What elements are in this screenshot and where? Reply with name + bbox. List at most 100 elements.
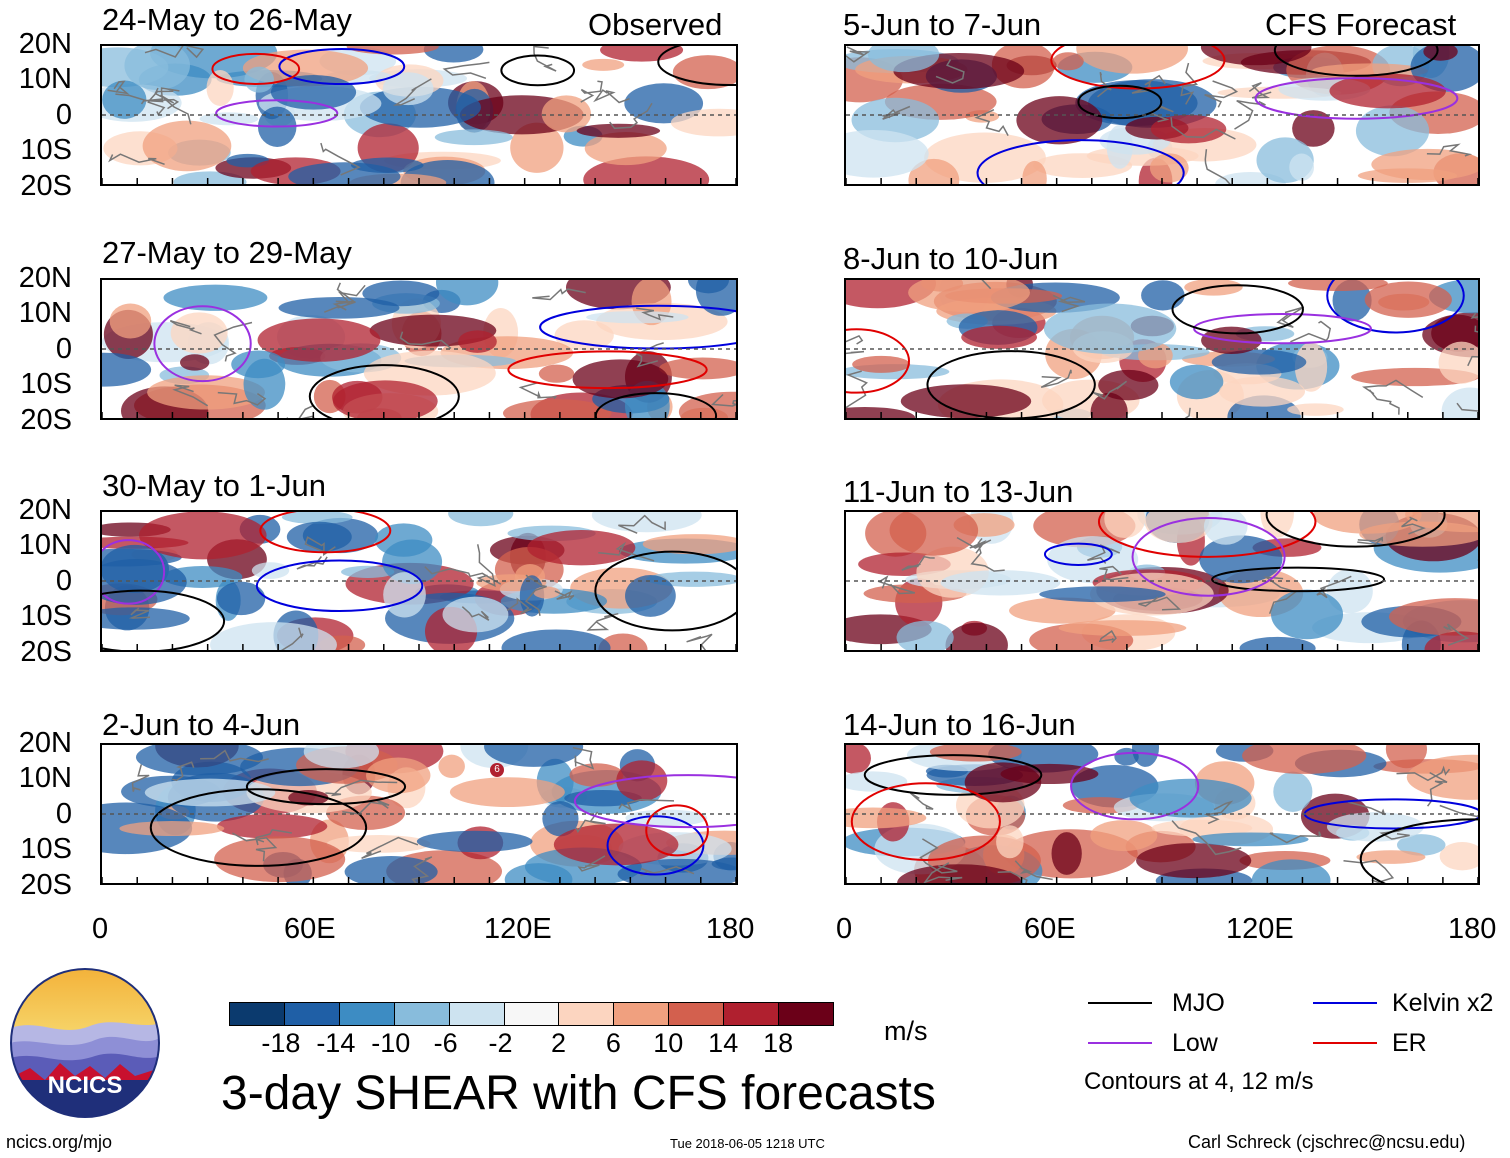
shear-blob	[896, 620, 954, 650]
coastline	[1234, 99, 1266, 130]
shear-blob	[1052, 52, 1084, 71]
lat-label: 20S	[20, 869, 72, 901]
shear-blob	[1051, 832, 1082, 875]
shear-blob	[179, 354, 210, 371]
colorbar-label: 10	[653, 1028, 684, 1058]
coastline	[846, 46, 871, 63]
shear-blob	[1192, 832, 1309, 847]
coastline	[461, 606, 490, 621]
colorbar-cell	[448, 1002, 505, 1026]
coastline	[399, 331, 452, 349]
colorbar-cell	[338, 1002, 395, 1026]
map-panel-fcst-3	[844, 510, 1480, 652]
shear-blob	[625, 574, 676, 617]
colorbar-unit: m/s	[884, 1016, 928, 1046]
website-link[interactable]: ncics.org/mjo	[6, 1132, 113, 1152]
lat-label: 10S	[20, 600, 72, 632]
shear-blob	[1441, 387, 1478, 418]
coastline	[846, 334, 865, 355]
coastline	[1184, 407, 1191, 418]
coastline	[586, 612, 619, 631]
colorbar	[229, 1002, 834, 1026]
shear-blob	[527, 530, 636, 566]
ncics-logo[interactable]: NCICS	[10, 968, 160, 1118]
shear-blob	[1239, 636, 1316, 650]
shear-blob	[1200, 46, 1312, 66]
coastline	[1470, 312, 1478, 319]
coastline	[1401, 516, 1426, 535]
coastline	[1357, 536, 1384, 545]
shear-blob	[961, 325, 1037, 349]
coastline	[1362, 379, 1424, 399]
coastline	[320, 142, 361, 176]
coastline	[393, 78, 432, 106]
shear-blob	[1388, 598, 1478, 636]
coastline	[1467, 325, 1478, 367]
lat-label: 10N	[18, 529, 72, 561]
coastline	[710, 393, 736, 407]
anomaly-contour	[278, 48, 406, 86]
coastline	[1456, 402, 1478, 412]
shear-blob	[598, 633, 648, 650]
shear-blob	[102, 559, 187, 605]
anomaly-contour	[1043, 542, 1113, 566]
legend-line-kelvin	[1313, 1002, 1377, 1004]
coastline	[200, 749, 269, 763]
panel-title-obs-1: 24-May to 26-May	[102, 2, 352, 37]
coastline	[919, 838, 958, 874]
shear-field	[846, 280, 1478, 418]
shear-blob	[1043, 303, 1177, 354]
colorbar-cell	[778, 1002, 834, 1026]
lat-label: 0	[55, 333, 72, 365]
coastline	[213, 321, 253, 362]
lon-label-180-left: 180	[706, 913, 755, 945]
map-panel-obs-1	[100, 44, 738, 186]
shear-blob	[659, 357, 736, 380]
coastline	[1248, 81, 1272, 99]
shear-blob	[1273, 771, 1313, 812]
panel-title-obs-2: 27-May to 29-May	[102, 235, 352, 270]
shear-blob	[586, 311, 689, 324]
shear-blob	[889, 512, 979, 556]
shear-blob	[1289, 153, 1315, 181]
coastline	[636, 307, 674, 321]
shear-blob	[846, 745, 871, 774]
anomaly-contour	[259, 512, 392, 554]
lon-label-60e-left: 60E	[284, 913, 336, 945]
shear-blob	[564, 790, 642, 807]
shear-blob	[1423, 46, 1458, 61]
shear-blob	[538, 364, 575, 383]
anomaly-contour	[507, 350, 708, 390]
coastline	[506, 597, 532, 615]
panel-title-obs-4: 2-Jun to 4-Jun	[102, 707, 301, 742]
shear-blob	[1114, 747, 1139, 766]
shear-blob	[438, 754, 465, 778]
coastline	[575, 811, 606, 834]
coastline	[1204, 80, 1239, 108]
shear-blob	[1150, 114, 1227, 144]
colorbar-cell	[283, 1002, 340, 1026]
anomaly-contour	[594, 550, 736, 632]
legend-label-er: ER	[1392, 1029, 1427, 1057]
shear-blob	[908, 280, 1030, 313]
legend-line-mjo	[1088, 1002, 1152, 1004]
shear-blob	[1260, 512, 1294, 538]
colorbar-cell	[558, 1002, 615, 1026]
lon-label-120e-right: 120E	[1226, 913, 1294, 945]
colorbar-label: 18	[763, 1028, 794, 1058]
shear-blob	[281, 512, 353, 524]
coastline	[1171, 820, 1242, 856]
shear-blob	[1199, 535, 1283, 584]
coastline	[901, 555, 935, 571]
shear-blob	[341, 565, 395, 579]
map-panel-obs-2	[100, 278, 738, 420]
shear-blob	[210, 622, 337, 650]
shear-blob	[533, 586, 561, 599]
shear-blob	[382, 72, 434, 106]
colorbar-label: 14	[708, 1028, 739, 1058]
lon-label-60e-right: 60E	[1024, 913, 1076, 945]
shear-blob	[1141, 280, 1185, 311]
colorbar-cell	[613, 1002, 670, 1026]
coastline	[1098, 630, 1117, 644]
coastline	[1316, 575, 1352, 599]
